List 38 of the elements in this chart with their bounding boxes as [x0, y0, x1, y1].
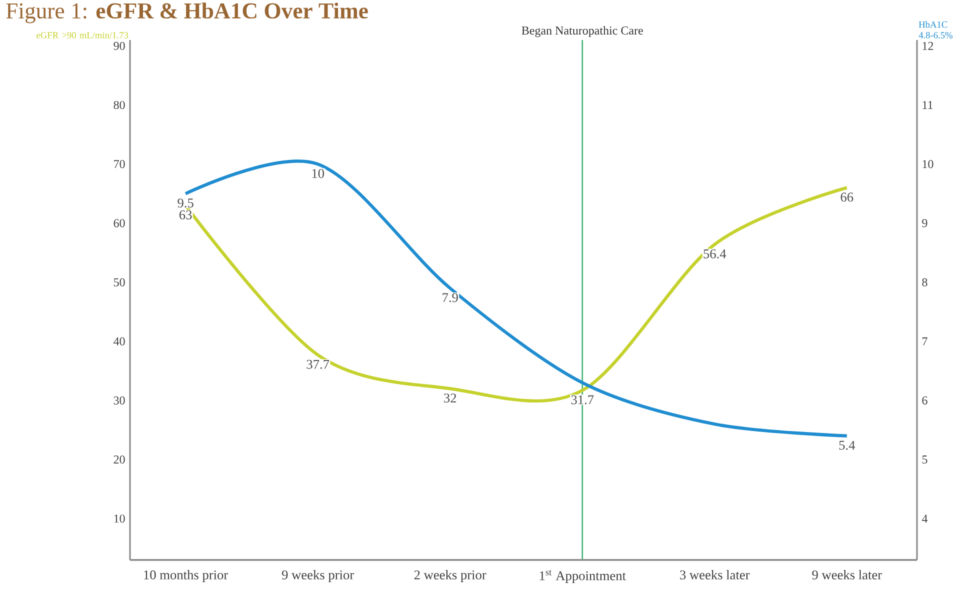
y2-tick-label: 11: [922, 101, 933, 109]
y2-tick-label: 8: [922, 278, 928, 286]
x-tick-label: 3 weeks later: [680, 570, 750, 580]
data-label: 7.9: [442, 293, 458, 302]
data-label: 10: [312, 169, 324, 178]
x-tick-label: 10 months prior: [144, 570, 228, 582]
y2-tick-label: 10: [922, 160, 934, 168]
y-tick-label: 70: [114, 160, 125, 168]
y-tick-label: 50: [114, 278, 125, 286]
data-label: 66: [840, 192, 854, 202]
y-tick-label: 90: [114, 42, 125, 50]
y-tick-label: 80: [114, 100, 125, 110]
data-label: 9.5: [178, 198, 194, 208]
chart-title: Figure 1: eGFR & HbA1C Over Time: [6, 2, 368, 24]
x-tick-label: 9 weeks prior: [282, 570, 354, 582]
data-label: 37.7: [306, 360, 330, 369]
y-tick-label: 20: [114, 455, 125, 464]
y2-tick-label: 7: [922, 337, 928, 346]
y-tick-label: 40: [114, 337, 125, 346]
y2-tick-label: 4: [922, 514, 928, 523]
data-label: 5.4: [839, 440, 856, 450]
y2-axis-title: HbA1C 4.8-6.5%: [918, 21, 952, 38]
data-label: 32: [444, 394, 456, 403]
x-tick-label: 1$^{st}$ Appointment: [540, 570, 626, 583]
y2-tick-label: 12: [922, 42, 934, 50]
x-tick-label: 9 weeks later: [812, 570, 882, 580]
y-tick-label: 30: [114, 396, 125, 405]
data-label: 63: [179, 210, 192, 220]
ref-line-label: Began Naturopathic Care: [522, 26, 643, 38]
y-tick-label: 10: [114, 514, 125, 523]
y-axis-title: eGFR >90 mL/min/1.73: [36, 32, 128, 38]
data-label: 56.4: [704, 249, 726, 258]
y2-tick-label: 6: [922, 396, 928, 404]
y2-tick-label: 9: [922, 219, 928, 228]
data-label: 31.7: [571, 395, 594, 404]
y2-tick-label: 5: [922, 456, 928, 464]
y-tick-label: 60: [114, 219, 125, 228]
x-tick-label: 2 weeks prior: [414, 570, 486, 582]
